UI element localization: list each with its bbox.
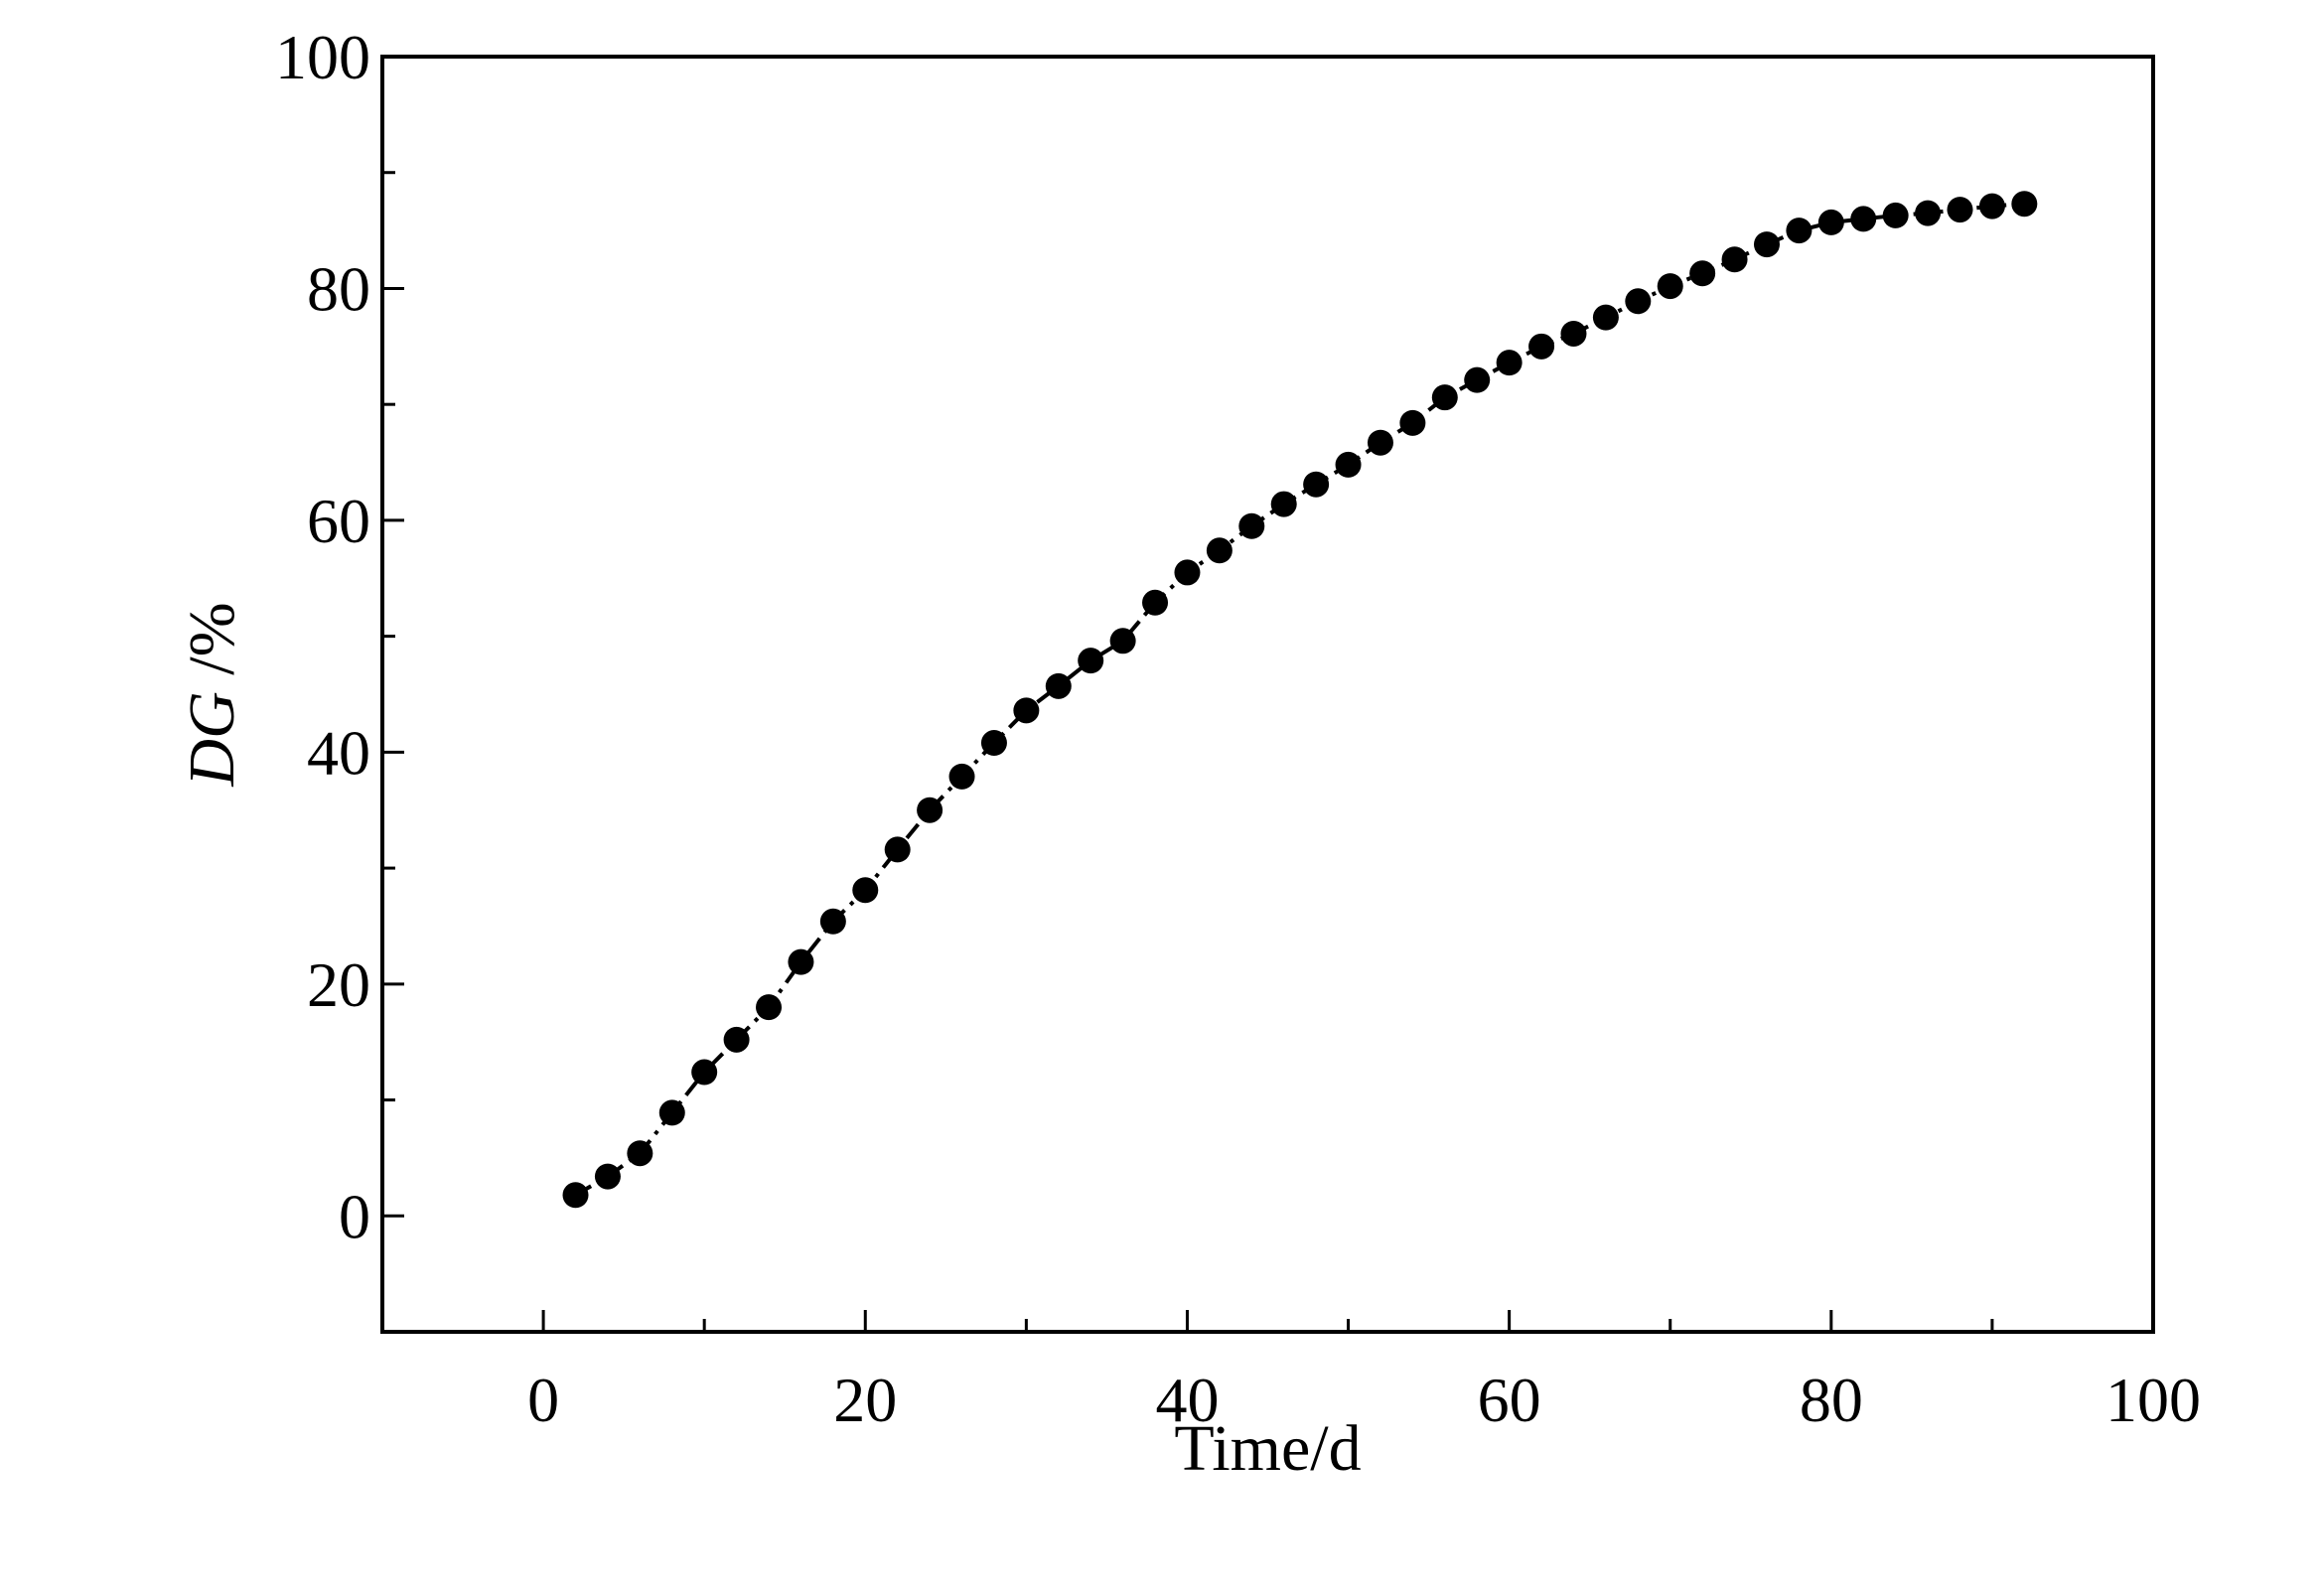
x-tick-label: 60	[1478, 1365, 1541, 1435]
data-point	[562, 1182, 589, 1209]
series-line-layer	[574, 202, 2025, 1197]
data-point	[1915, 200, 1942, 226]
data-point	[756, 994, 783, 1021]
data-point	[1045, 672, 1072, 699]
data-point	[1399, 409, 1426, 436]
data-point	[1947, 197, 1973, 223]
y-axis-title-italic: DG	[176, 691, 248, 787]
data-point	[1882, 202, 1909, 228]
data-point	[819, 908, 846, 935]
data-point	[1528, 333, 1555, 360]
data-point	[2011, 191, 2038, 218]
plot-frame	[380, 55, 2155, 1334]
y-tick-label: 0	[339, 1181, 370, 1251]
data-point	[1978, 193, 2005, 219]
data-point	[1109, 628, 1136, 654]
data-point	[1786, 218, 1813, 244]
data-point	[1270, 491, 1297, 517]
data-point	[1817, 209, 1844, 235]
data-point	[852, 877, 879, 904]
data-point	[1142, 589, 1169, 616]
data-point	[1560, 320, 1587, 347]
data-point	[1496, 350, 1523, 376]
data-point	[627, 1140, 653, 1167]
data-point	[1625, 288, 1652, 315]
x-tick-label: 80	[1800, 1365, 1863, 1435]
data-point	[1013, 697, 1040, 724]
data-point	[1464, 366, 1491, 393]
data-point	[948, 763, 975, 790]
data-point	[723, 1026, 750, 1053]
x-axis-title: Time/d	[1174, 1412, 1361, 1485]
y-tick-label: 80	[307, 253, 370, 324]
y-axis-title: DG /%	[176, 602, 248, 787]
data-point	[1303, 471, 1330, 498]
data-point	[980, 730, 1007, 757]
data-point	[594, 1163, 621, 1190]
data-point	[1657, 273, 1683, 300]
data-point	[1206, 537, 1233, 564]
x-tick-label: 0	[527, 1365, 559, 1435]
data-point	[917, 797, 943, 823]
data-point	[1174, 559, 1201, 586]
x-tick-label: 40	[1155, 1365, 1219, 1435]
data-point	[1367, 429, 1393, 456]
y-tick-label: 20	[307, 949, 370, 1020]
data-point	[1335, 451, 1362, 478]
data-point	[1753, 231, 1780, 258]
data-point	[658, 1099, 685, 1126]
y-tick-label: 100	[275, 22, 370, 92]
series-line	[574, 202, 2025, 1197]
data-point	[1721, 246, 1748, 273]
data-points-layer	[562, 191, 2038, 1209]
data-point	[1592, 304, 1619, 331]
data-point	[1431, 384, 1458, 411]
data-point	[1689, 260, 1716, 287]
data-point	[884, 836, 911, 863]
y-tick-label: 40	[307, 717, 370, 788]
data-point	[1078, 648, 1104, 674]
tick-labels-layer: 0 20 40 60 80 100 0 20 40 60 80 100	[275, 22, 2201, 1435]
data-point	[1238, 512, 1265, 539]
x-tick-label: 100	[2105, 1365, 2201, 1435]
data-point	[788, 948, 814, 975]
data-point	[691, 1059, 718, 1086]
y-axis-title-unit: /%	[176, 602, 248, 691]
y-tick-label: 60	[307, 486, 370, 556]
data-point	[1850, 206, 1877, 232]
x-tick-label: 20	[833, 1365, 897, 1435]
